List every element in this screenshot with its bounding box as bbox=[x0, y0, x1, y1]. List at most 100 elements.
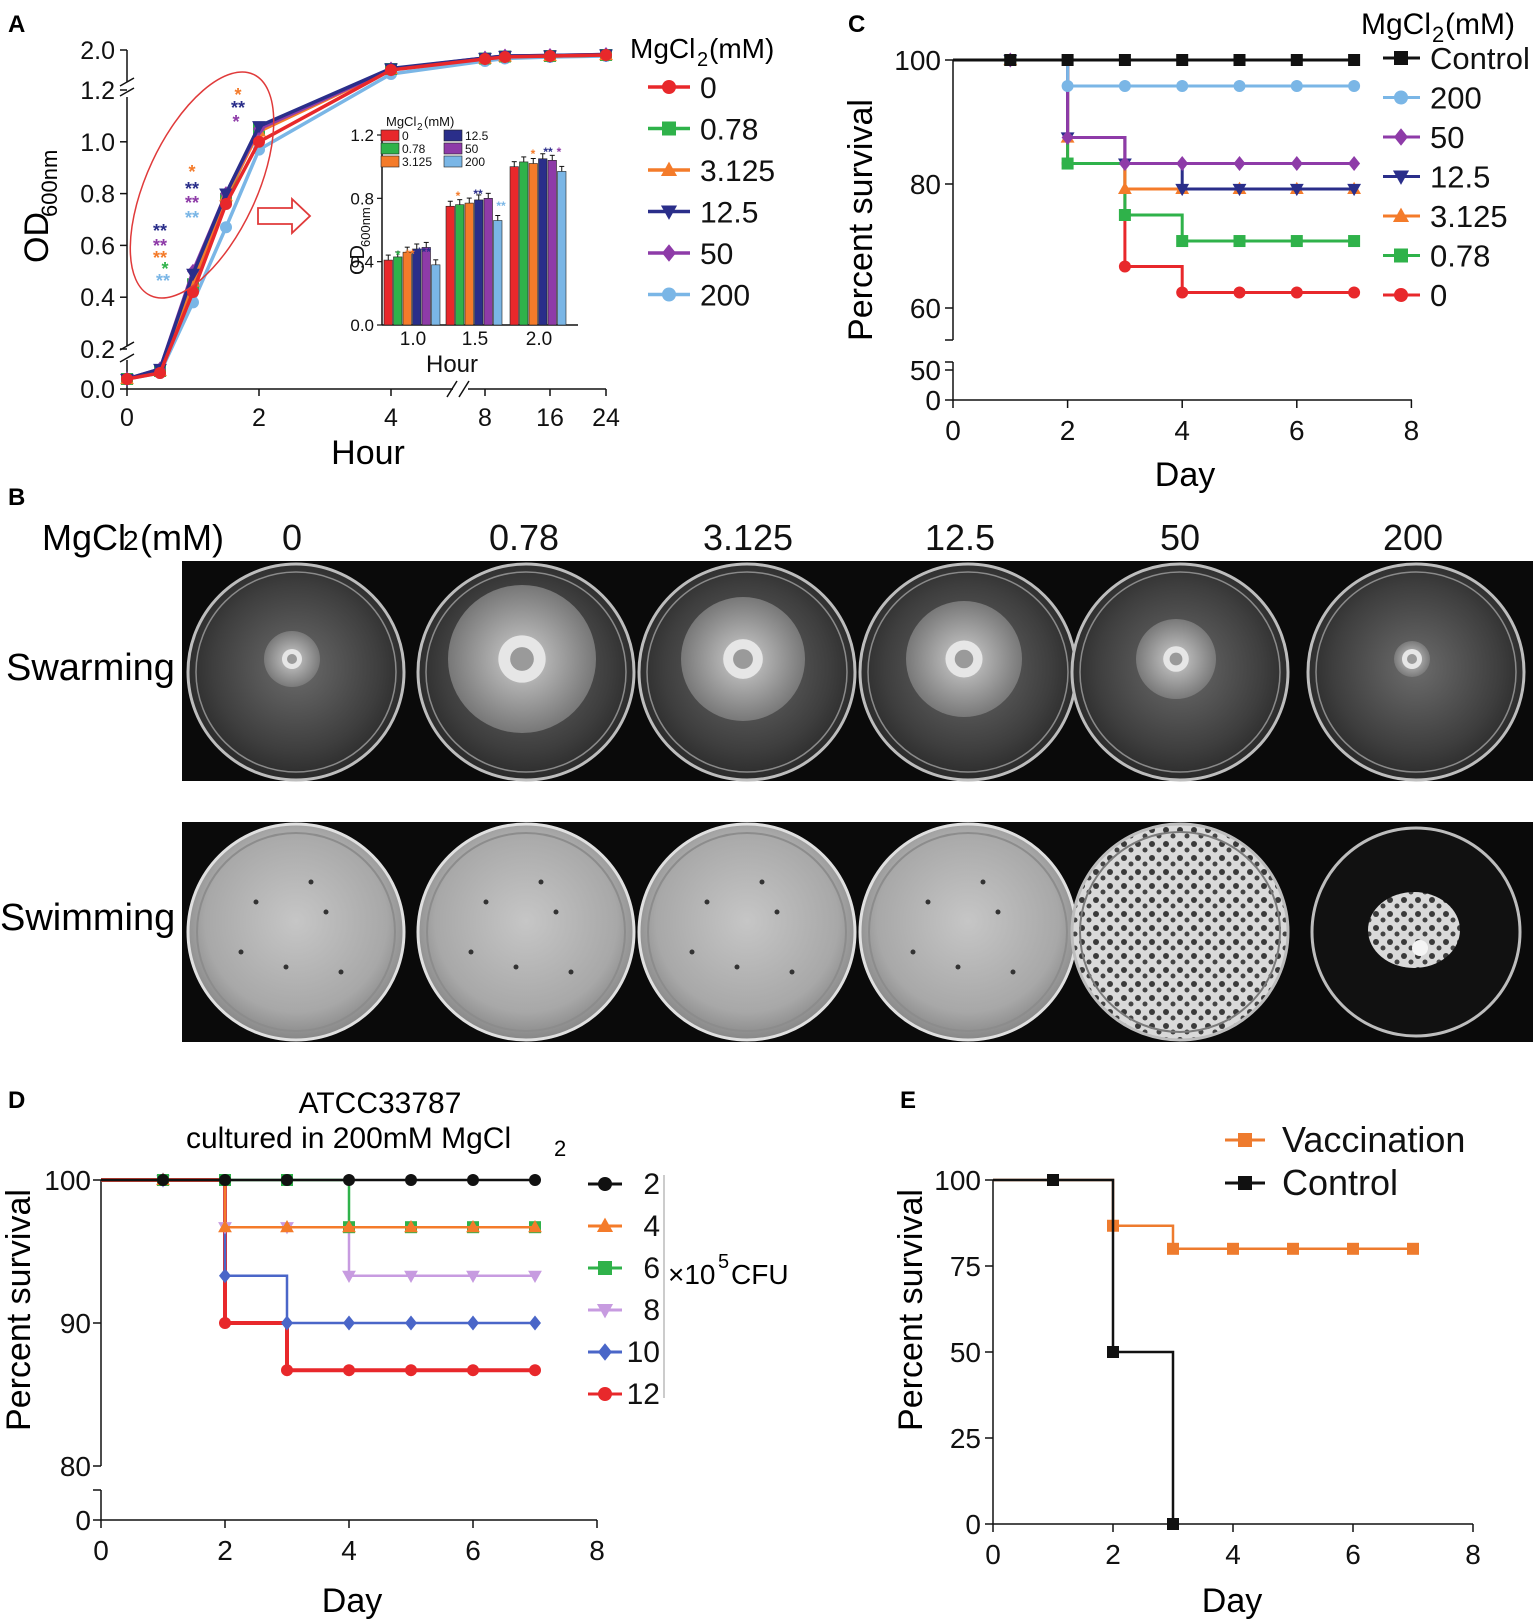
legend-label-4: 4 bbox=[643, 1210, 660, 1243]
y-tick-label: 90 bbox=[60, 1308, 91, 1339]
panel-a-highlight-ellipse bbox=[129, 71, 275, 299]
significance-mark: ** bbox=[156, 271, 170, 291]
panel-e-ylabel: Percent survival bbox=[892, 1189, 930, 1431]
inset-bar-50 bbox=[483, 198, 493, 326]
series-marker-Control bbox=[1348, 54, 1361, 66]
series-marker-4 bbox=[280, 1219, 294, 1233]
inset-legend-title-unit: (mM) bbox=[424, 114, 454, 129]
significance-mark: ** bbox=[185, 193, 199, 213]
y-tick-label: 1.2 bbox=[80, 77, 115, 105]
inset-mark: *** bbox=[417, 245, 431, 259]
inset-bar-12.5 bbox=[538, 158, 548, 326]
panel-a-ylabel-sub: 600nm bbox=[37, 150, 62, 217]
series-marker-0.78 bbox=[1118, 209, 1131, 221]
inset-bar-3.125 bbox=[528, 163, 538, 326]
series-marker-2 bbox=[343, 1174, 355, 1186]
panel-c-legend-title: MgCl 2 (mM) bbox=[1361, 8, 1515, 47]
inset-legend-title: MgCl bbox=[386, 114, 416, 129]
x-tick-label: 4 bbox=[341, 1535, 357, 1566]
y-tick-label: 100 bbox=[934, 1165, 981, 1196]
significance-mark: ** bbox=[153, 248, 167, 268]
inset-xlabel: Hour bbox=[426, 351, 478, 378]
panel-a-arrow bbox=[257, 196, 312, 236]
significance-mark: ** bbox=[185, 179, 199, 199]
swimming-speck bbox=[734, 964, 740, 970]
series-marker-0.78 bbox=[1061, 157, 1074, 170]
series-marker-8 bbox=[528, 1270, 542, 1284]
x-tick-label: 24 bbox=[592, 404, 620, 432]
swarming-colony-core bbox=[733, 649, 753, 669]
series-marker-0 bbox=[600, 49, 612, 61]
legend-label-200: 200 bbox=[1430, 81, 1482, 116]
legend-label-50: 50 bbox=[700, 238, 733, 271]
panel-b-plate-images bbox=[182, 561, 1533, 1042]
series-marker-10 bbox=[467, 1315, 479, 1331]
series-marker-12 bbox=[467, 1364, 479, 1377]
panel-c-ylabel: Percent survival bbox=[842, 99, 880, 341]
panel-c-legend-title-unit: (mM) bbox=[1445, 8, 1515, 41]
swarming-colony-core bbox=[1407, 654, 1417, 664]
swimming-speck bbox=[689, 949, 695, 955]
inset-mark: * bbox=[531, 147, 536, 161]
panel-b-row-swarming: Swarming bbox=[6, 647, 175, 689]
panel-d-unit-sup: 5 bbox=[718, 1251, 729, 1273]
series-marker-2 bbox=[529, 1174, 541, 1186]
swarming-colony-core bbox=[1169, 652, 1183, 666]
series-marker-200 bbox=[1176, 80, 1189, 93]
inset-bar-0.78 bbox=[393, 256, 403, 326]
y-tick-label: 25 bbox=[950, 1423, 981, 1454]
series-marker-Control bbox=[1118, 54, 1131, 66]
significance-mark: ** bbox=[153, 236, 167, 256]
series-marker-12.5 bbox=[219, 188, 233, 201]
series-marker-0.78 bbox=[1348, 235, 1361, 248]
series-marker-12 bbox=[529, 1364, 541, 1377]
series-line-10 bbox=[101, 1178, 535, 1325]
series-marker-200 bbox=[1061, 80, 1074, 93]
swimming-speck bbox=[995, 909, 1001, 915]
swarming-dish-rim bbox=[1315, 571, 1517, 773]
swimming-dish bbox=[1070, 822, 1290, 1042]
inset-mark: * bbox=[557, 145, 562, 159]
y-tick-label: 0 bbox=[965, 1509, 981, 1540]
y-tick-label: 80 bbox=[910, 169, 941, 200]
legend-marker bbox=[1394, 288, 1408, 302]
panel-a-legend: 0 0.78 3.125 12.5 50 200 bbox=[648, 72, 775, 313]
swimming-dish-rim bbox=[196, 832, 396, 1032]
series-marker-Control bbox=[1233, 54, 1246, 66]
x-tick-label: 8 bbox=[1465, 1539, 1481, 1570]
series-marker-12.5 bbox=[1175, 183, 1190, 197]
x-tick-label: 4 bbox=[1225, 1539, 1241, 1570]
panel-b-concentration-labels: 0 0.78 3.125 12.5 50 200 bbox=[282, 517, 1443, 558]
panel-d-title-line1: ATCC33787 bbox=[299, 1087, 462, 1120]
legend-marker bbox=[660, 161, 678, 176]
swarming-dish-rim bbox=[195, 571, 397, 773]
series-marker-8 bbox=[342, 1270, 356, 1284]
panel-d-unit-suffix: CFU bbox=[731, 1259, 789, 1290]
series-marker-10 bbox=[343, 1315, 355, 1331]
series-marker-200 bbox=[1233, 80, 1246, 93]
series-marker-0 bbox=[1290, 286, 1303, 299]
swimming-dish-rim bbox=[1079, 831, 1281, 1033]
panel-d-title-line2-group: cultured in 200mM MgCl 2 bbox=[186, 1122, 566, 1161]
series-marker-0 bbox=[253, 135, 265, 148]
panel-label-b: B bbox=[8, 484, 25, 511]
inset-bar-0 bbox=[383, 259, 393, 326]
legend-marker bbox=[662, 80, 676, 94]
inset-legend-label: 0.78 bbox=[402, 142, 426, 156]
series-marker-4 bbox=[218, 1219, 232, 1233]
legend-marker bbox=[662, 287, 676, 302]
legend-marker bbox=[1394, 128, 1408, 146]
series-marker-2 bbox=[281, 1174, 293, 1186]
legend-marker bbox=[598, 1177, 612, 1191]
legend-label-6: 6 bbox=[643, 1252, 660, 1285]
significance-mark: ** bbox=[153, 221, 167, 241]
series-marker-0 bbox=[1118, 260, 1131, 273]
legend-marker bbox=[1394, 51, 1408, 65]
panel-c-legend-title-sub: 2 bbox=[1432, 22, 1444, 47]
y-tick-label: 80 bbox=[60, 1451, 91, 1482]
swarming-dish-rim bbox=[646, 571, 848, 773]
legend-label-0: 0 bbox=[700, 72, 717, 105]
y-tick-label: 0.4 bbox=[80, 284, 115, 312]
